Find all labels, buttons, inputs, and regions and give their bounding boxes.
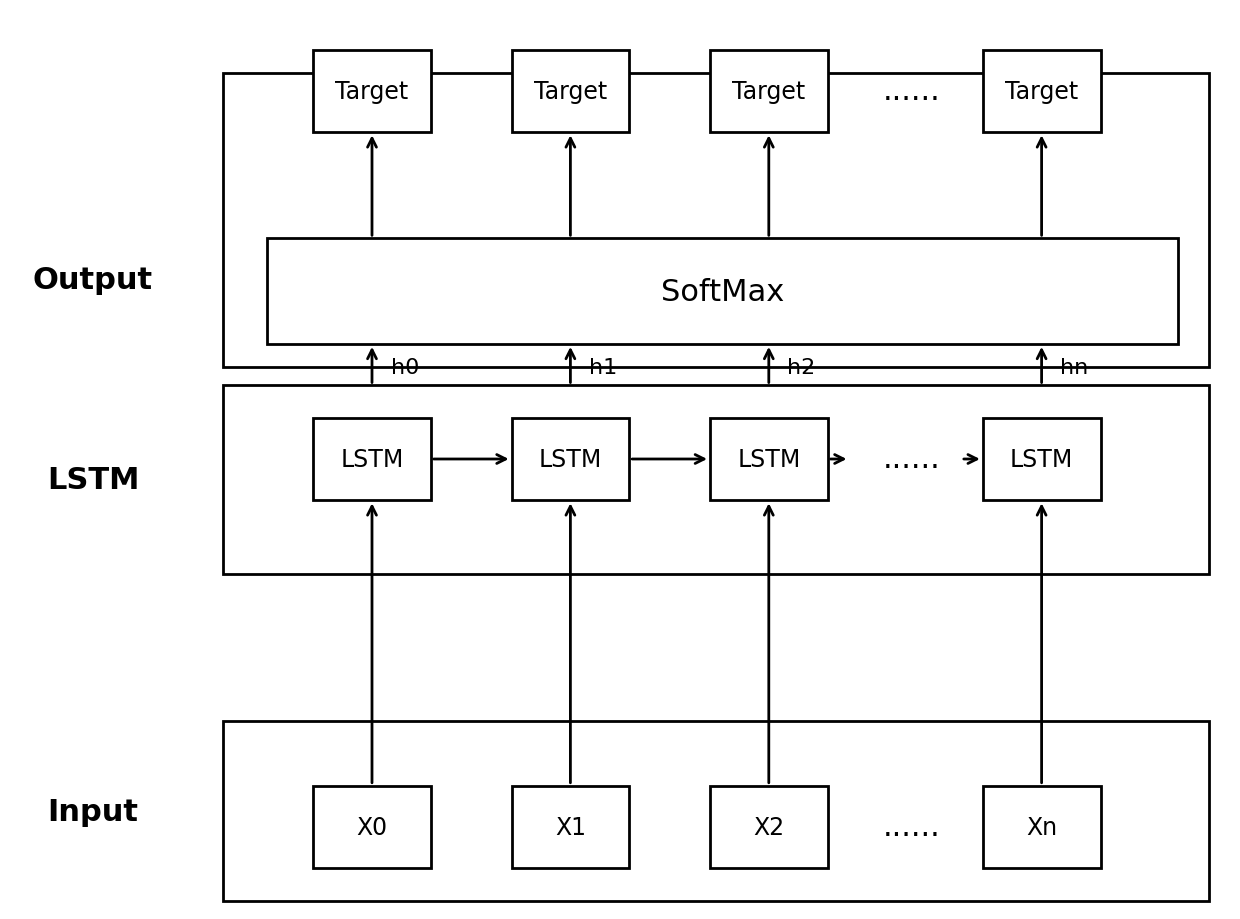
- Text: LSTM: LSTM: [538, 448, 603, 471]
- Text: Input: Input: [47, 797, 139, 826]
- Text: h0: h0: [391, 357, 419, 378]
- Text: X1: X1: [556, 815, 585, 839]
- Text: X2: X2: [753, 815, 785, 839]
- FancyBboxPatch shape: [982, 418, 1101, 501]
- FancyBboxPatch shape: [709, 51, 828, 133]
- FancyBboxPatch shape: [223, 386, 1209, 574]
- Text: LSTM: LSTM: [47, 465, 139, 494]
- Text: X0: X0: [356, 815, 388, 839]
- Text: Xn: Xn: [1025, 815, 1058, 839]
- Text: Target: Target: [533, 80, 608, 104]
- FancyBboxPatch shape: [512, 418, 630, 501]
- Text: LSTM: LSTM: [340, 448, 404, 471]
- FancyBboxPatch shape: [982, 51, 1101, 133]
- FancyBboxPatch shape: [223, 74, 1209, 368]
- FancyBboxPatch shape: [267, 239, 1178, 345]
- Text: ......: ......: [883, 445, 940, 474]
- Text: LSTM: LSTM: [737, 448, 801, 471]
- Text: Target: Target: [335, 80, 409, 104]
- Text: Target: Target: [1004, 80, 1079, 104]
- Text: SoftMax: SoftMax: [661, 278, 784, 306]
- FancyBboxPatch shape: [512, 786, 630, 868]
- FancyBboxPatch shape: [982, 786, 1101, 868]
- FancyBboxPatch shape: [512, 51, 630, 133]
- FancyBboxPatch shape: [709, 418, 828, 501]
- FancyBboxPatch shape: [312, 786, 432, 868]
- Text: hn: hn: [1060, 357, 1089, 378]
- FancyBboxPatch shape: [312, 51, 432, 133]
- Text: h1: h1: [589, 357, 618, 378]
- FancyBboxPatch shape: [223, 721, 1209, 901]
- Text: ......: ......: [883, 77, 940, 107]
- Text: Output: Output: [33, 266, 153, 295]
- Text: LSTM: LSTM: [1009, 448, 1074, 471]
- Text: Target: Target: [732, 80, 806, 104]
- FancyBboxPatch shape: [709, 786, 828, 868]
- FancyBboxPatch shape: [312, 418, 432, 501]
- Text: ......: ......: [883, 812, 940, 842]
- Text: h2: h2: [787, 357, 816, 378]
